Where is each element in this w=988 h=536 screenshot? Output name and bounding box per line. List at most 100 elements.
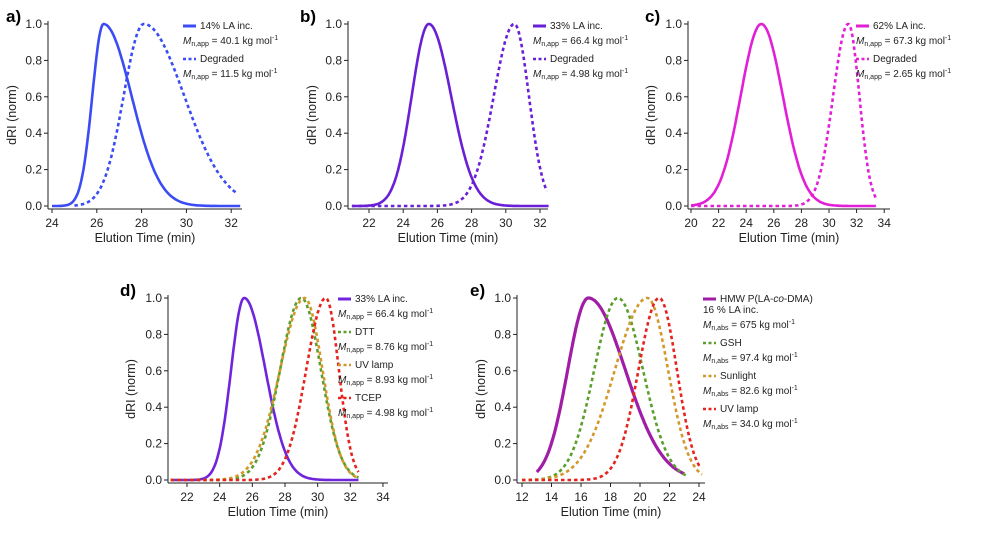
series-line-uv-lamp	[170, 296, 359, 482]
series-line-tcep	[170, 296, 360, 482]
series-line-33-la-inc-	[170, 296, 359, 482]
x-tick-label: 16	[574, 490, 588, 504]
x-tick-label: 12	[515, 490, 529, 504]
y-tick-label: 0.4	[25, 126, 42, 140]
panel-a: a) 0.0 0.2 0.4 0.6 0.8 1.0 24 26 28 30 32 Elution Ti…	[5, 7, 278, 245]
legend: 33% LA inc. Mn,app = 66.4 kg mol-1 DTT Mn,a…	[338, 294, 433, 420]
legend-label: Degraded	[550, 54, 594, 65]
x-axis-label: Elution Time (min)	[739, 231, 840, 245]
y-tick-label: 0.6	[25, 90, 42, 104]
legend-mn: Mn,abs = 34.0 kg mol-1	[703, 418, 798, 431]
x-axis-label: Elution Time (min)	[95, 231, 196, 245]
y-tick-label: 0.2	[665, 163, 682, 177]
series-line-14-la-inc-	[52, 22, 241, 208]
series-line-dtt	[170, 296, 359, 482]
legend-label: 33% LA inc.	[355, 294, 408, 305]
panel-label: b)	[300, 7, 316, 26]
legend-mn: Mn,app = 4.98 kg mol-1	[338, 407, 433, 420]
x-tick-label: 20	[633, 490, 647, 504]
panel-label: e)	[470, 281, 485, 300]
legend-label: HMW P(LA-co-DMA)	[720, 294, 813, 305]
series-line-33-la-inc-	[351, 22, 549, 208]
y-tick-label: 0.6	[145, 364, 162, 378]
x-tick-label: 30	[822, 216, 836, 230]
x-tick-label: 24	[692, 490, 706, 504]
y-axis-label: dRI (norm)	[124, 359, 138, 419]
y-tick-label: 0.4	[325, 126, 342, 140]
y-tick-label: 0.2	[325, 163, 342, 177]
legend-label: 14% LA inc.	[200, 21, 253, 32]
series-line-degraded	[351, 22, 549, 208]
legend-label: Degraded	[873, 54, 917, 65]
legend-label: 33% LA inc.	[550, 21, 603, 32]
x-tick-label: 30	[499, 216, 513, 230]
legend-mn: Mn,abs = 675 kg mol-1	[703, 319, 795, 332]
x-tick-label: 30	[311, 490, 325, 504]
x-tick-label: 22	[663, 490, 677, 504]
x-tick-label: 22	[180, 490, 194, 504]
y-tick-label: 0.2	[25, 163, 42, 177]
legend-label: UV lamp	[355, 360, 394, 371]
legend-mn: Mn,app = 8.93 kg mol-1	[338, 374, 433, 387]
panel-e: e) 0.0 0.2 0.4 0.6 0.8 1.0 12 14 16 18 20 22 24 Elutio…	[470, 281, 813, 519]
x-tick-label: 22	[362, 216, 376, 230]
y-tick-label: 0.4	[494, 400, 511, 414]
y-tick-label: 0.2	[145, 437, 162, 451]
y-tick-label: 0.8	[25, 53, 42, 67]
y-tick-label: 1.0	[494, 291, 511, 305]
x-tick-label: 20	[684, 216, 698, 230]
series-line-degraded	[74, 22, 237, 207]
legend-mn: Mn,app = 40.1 kg mol-1	[183, 35, 278, 48]
y-axis-label: dRI (norm)	[305, 85, 319, 145]
y-axis-label: dRI (norm)	[5, 85, 19, 145]
x-axis-label: Elution Time (min)	[228, 505, 329, 519]
panel-label: c)	[645, 7, 660, 26]
legend: 33% LA inc. Mn,app = 66.4 kg mol-1 Degrade…	[533, 21, 628, 81]
legend: 14% LA inc. Mn,app = 40.1 kg mol-1 Degrade…	[183, 21, 278, 81]
legend-mn: Mn,app = 8.76 kg mol-1	[338, 341, 433, 354]
y-tick-label: 0.0	[325, 199, 342, 213]
y-tick-label: 0.6	[494, 364, 511, 378]
series-line-uv-lamp	[522, 296, 702, 482]
x-tick-label: 32	[344, 490, 358, 504]
y-tick-label: 0.8	[494, 327, 511, 341]
y-tick-label: 0.4	[665, 126, 682, 140]
y-tick-label: 0.6	[325, 90, 342, 104]
x-tick-label: 26	[246, 490, 260, 504]
y-tick-label: 1.0	[25, 17, 42, 31]
panel-c: c) 0.0 0.2 0.4 0.6 0.8 1.0 20 22 24 26 28 30 32 34 Elut…	[644, 7, 951, 245]
legend-mn: Mn,app = 66.4 kg mol-1	[338, 308, 433, 321]
x-axis-label: Elution Time (min)	[561, 505, 662, 519]
legend: 62% LA inc. Mn,app = 67.3 kg mol-1 Degrade…	[856, 21, 951, 81]
legend-label: UV lamp	[720, 404, 759, 415]
legend-mn: Mn,abs = 97.4 kg mol-1	[703, 352, 798, 365]
x-tick-label: 32	[225, 216, 239, 230]
y-tick-label: 1.0	[325, 17, 342, 31]
x-tick-label: 18	[604, 490, 618, 504]
legend: HMW P(LA-co-DMA)16 % LA inc. Mn,abs = 675…	[703, 294, 813, 431]
x-tick-label: 30	[180, 216, 194, 230]
panel-b: b) 0.0 0.2 0.4 0.6 0.8 1.0 22 24 26 28 30 32 Elution …	[300, 7, 628, 245]
y-tick-label: 0.2	[494, 437, 511, 451]
x-tick-label: 28	[795, 216, 809, 230]
y-axis-label: dRI (norm)	[644, 85, 658, 145]
y-tick-label: 0.8	[665, 53, 682, 67]
panel-d: d) 0.0 0.2 0.4 0.6 0.8 1.0 22 24 26 28 30 32 34 Elutio…	[120, 281, 433, 519]
y-tick-label: 1.0	[665, 17, 682, 31]
x-tick-label: 24	[213, 490, 227, 504]
legend-label: Degraded	[200, 54, 244, 65]
legend-mn: Mn,abs = 82.6 kg mol-1	[703, 385, 798, 398]
x-tick-label: 28	[278, 490, 292, 504]
x-tick-label: 26	[90, 216, 104, 230]
y-tick-label: 0.0	[494, 473, 511, 487]
x-tick-label: 32	[850, 216, 864, 230]
x-tick-label: 28	[465, 216, 479, 230]
panel-label: a)	[6, 7, 21, 26]
legend-label: 62% LA inc.	[873, 21, 926, 32]
series-line-degraded	[691, 22, 878, 208]
legend-mn: Mn,app = 2.65 kg mol-1	[856, 68, 951, 81]
y-tick-label: 0.0	[145, 473, 162, 487]
x-tick-label: 22	[712, 216, 726, 230]
y-tick-label: 0.4	[145, 400, 162, 414]
